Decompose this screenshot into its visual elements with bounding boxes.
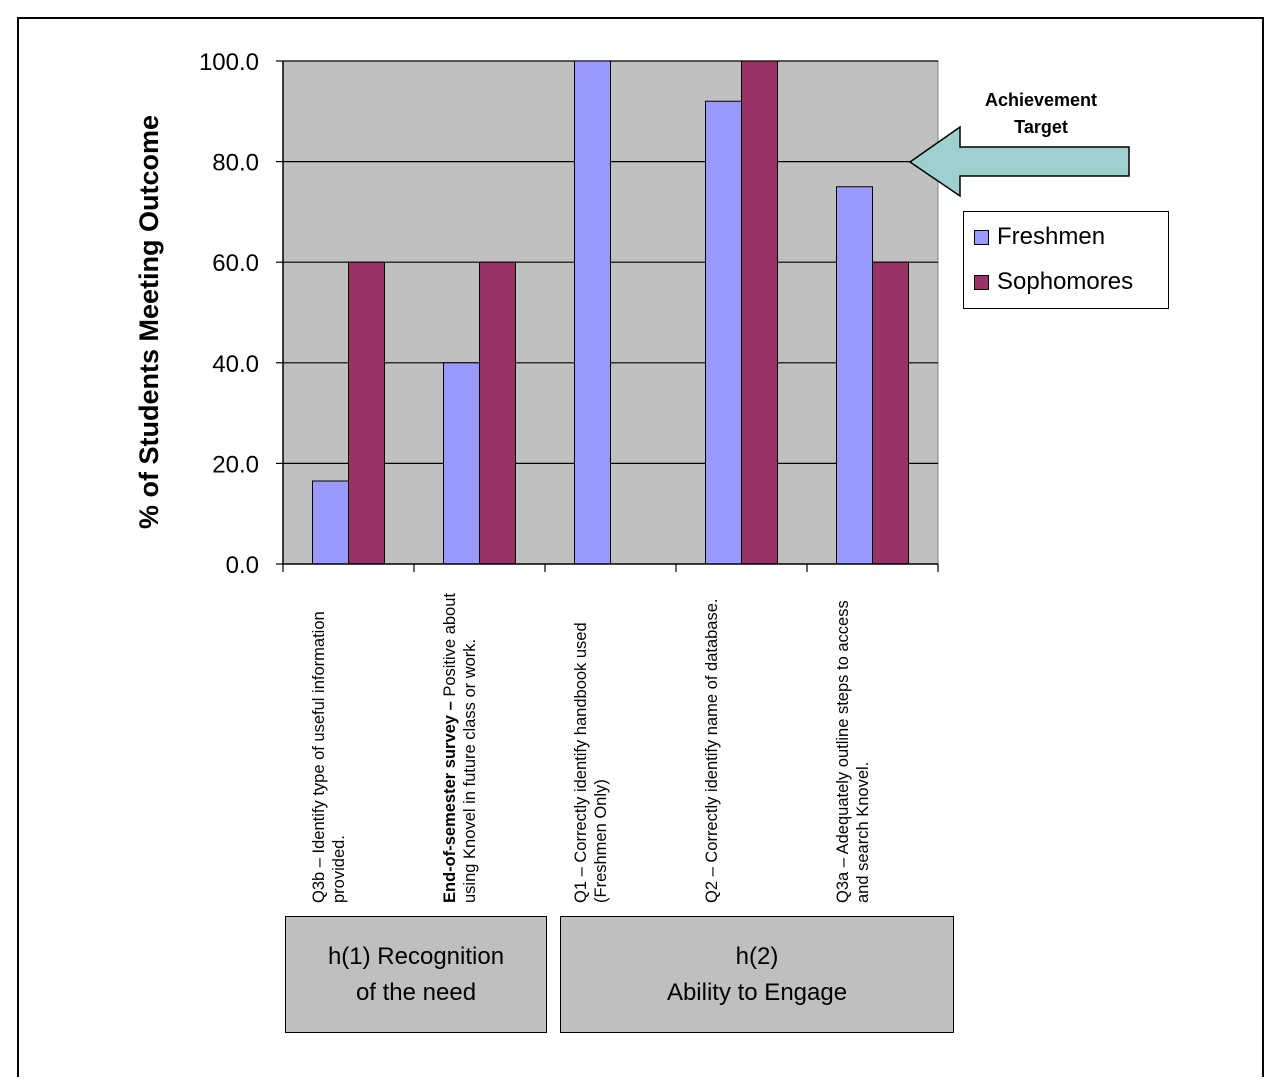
achievement-target-arrow xyxy=(908,125,1130,198)
x-tick-label: End-of-semester survey – Positive about … xyxy=(440,573,510,903)
group-label-line1: h(2) xyxy=(735,942,779,970)
legend-label-freshmen: Freshmen xyxy=(997,223,1106,250)
legend-item-sophomores: Sophomores xyxy=(974,267,1133,297)
bar-sophomores-0 xyxy=(348,261,385,565)
bars xyxy=(312,60,909,565)
bar-freshmen-3 xyxy=(705,100,742,565)
y-tick-label: 20.0 xyxy=(212,451,259,478)
x-tick-label-bold: End-of-semester survey – xyxy=(440,701,459,903)
bar-freshmen-0 xyxy=(312,480,349,565)
group-label-line1: h(1) Recognition xyxy=(327,942,505,970)
legend-swatch-freshmen xyxy=(974,229,989,245)
y-tick-label: 0.0 xyxy=(226,552,259,579)
axes xyxy=(282,61,939,572)
group-label-line2: of the need xyxy=(355,978,477,1006)
achievement-target-line1: Achievement xyxy=(984,90,1098,110)
figure-frame xyxy=(17,17,1264,1077)
bar-freshmen-1 xyxy=(443,362,480,565)
y-axis-label: % of Students Meeting Outcome xyxy=(134,115,164,529)
group-box-engage: h(2) Ability to Engage xyxy=(560,916,954,1033)
y-tick-labels: 100.0 80.0 60.0 40.0 20.0 0.0 xyxy=(199,49,283,579)
achievement-target-label: Achievement Target xyxy=(956,87,1126,141)
group-label-line2: Ability to Engage xyxy=(666,978,848,1006)
bar-sophomores-1 xyxy=(479,261,516,565)
x-tick-label: Q2 – Correctly identify name of database… xyxy=(702,573,772,904)
x-tick-label: Q1 – Correctly identify handbook used (F… xyxy=(571,573,641,903)
legend: Freshmen Sophomores xyxy=(963,211,1169,309)
legend-swatch-sophomores xyxy=(974,274,989,290)
y-tick-label: 40.0 xyxy=(212,351,259,378)
bar-sophomores-4 xyxy=(872,261,909,565)
y-tick-label: 80.0 xyxy=(212,150,259,177)
y-tick-label: 60.0 xyxy=(212,250,259,277)
x-tick-label-text: Q3b – Identify type of useful informatio… xyxy=(309,611,348,903)
legend-label-sophomores: Sophomores xyxy=(997,268,1134,295)
bar-freshmen-2 xyxy=(574,60,611,565)
y-tick-label: 100.0 xyxy=(199,49,259,76)
x-tick-label: Q3a – Adequately outline steps to access… xyxy=(833,573,903,903)
x-tick-label-text: Q1 – Correctly identify handbook used (F… xyxy=(571,622,610,903)
group-box-recognition: h(1) Recognition of the need xyxy=(285,916,547,1033)
x-tick-label: Q3b – Identify type of useful informatio… xyxy=(309,573,379,903)
bar-freshmen-4 xyxy=(836,186,873,565)
x-tick-label-text: Q2 – Correctly identify name of database… xyxy=(702,598,721,904)
achievement-target-line2: Target xyxy=(1014,117,1068,137)
legend-item-freshmen: Freshmen xyxy=(974,222,1105,252)
bar-sophomores-3 xyxy=(741,60,778,565)
x-tick-label-text: Q3a – Adequately outline steps to access… xyxy=(833,600,872,903)
